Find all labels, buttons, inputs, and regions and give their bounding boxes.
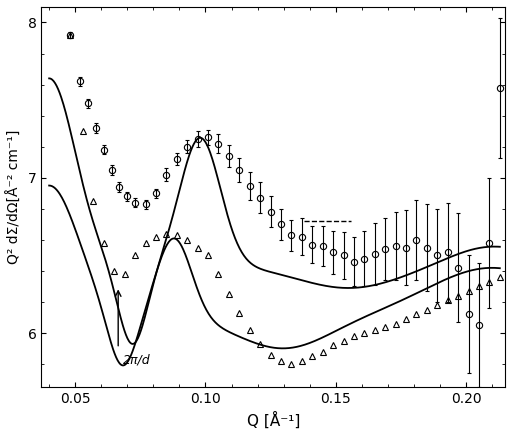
- Y-axis label: Q² dΣ/dΩ[Å⁻² cm⁻¹]: Q² dΣ/dΩ[Å⁻² cm⁻¹]: [7, 130, 22, 264]
- Text: 2π/d: 2π/d: [123, 353, 151, 366]
- X-axis label: Q [Å⁻¹]: Q [Å⁻¹]: [246, 412, 300, 429]
